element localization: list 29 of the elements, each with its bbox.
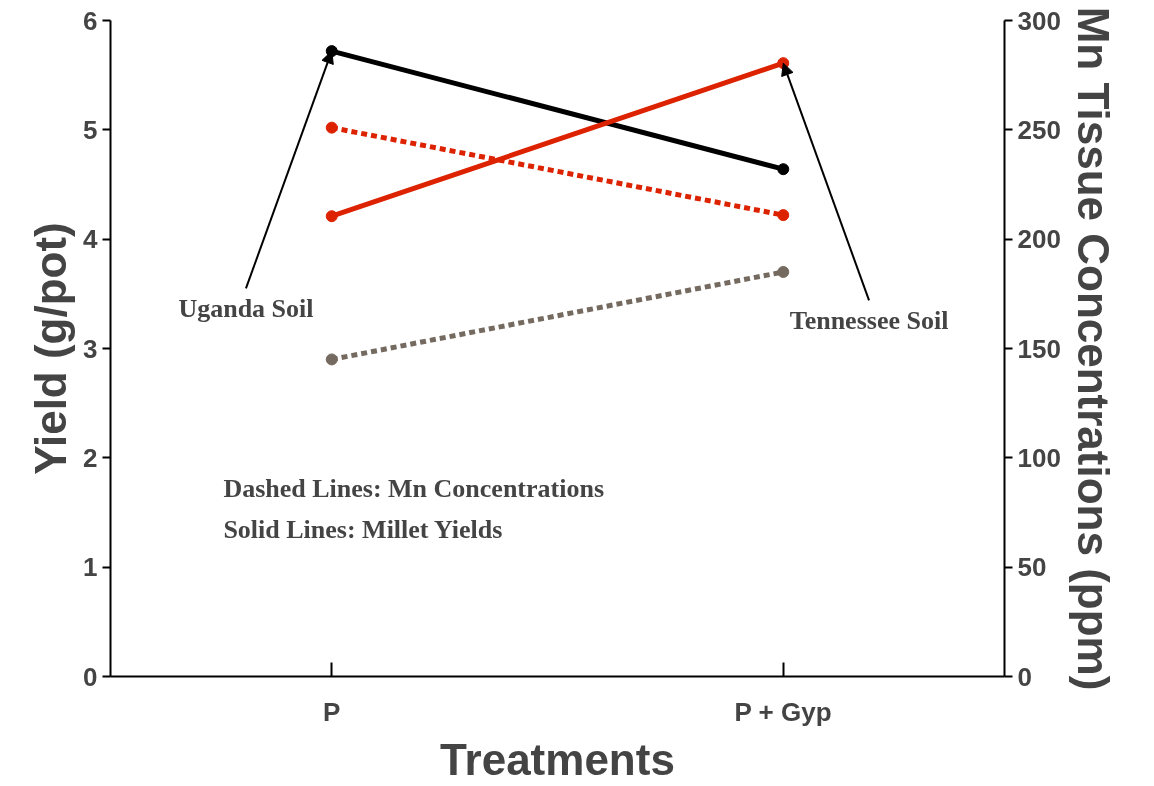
y2-tick-label: 250 — [1017, 114, 1061, 145]
y2-tick-label: 200 — [1017, 224, 1061, 255]
point — [777, 163, 790, 176]
y-tick-label: 2 — [83, 442, 98, 473]
y-tick-label: 3 — [83, 333, 98, 364]
y2-tick-label: 150 — [1017, 333, 1061, 364]
x-tick-label: P — [323, 696, 341, 727]
y2-tick-label: 300 — [1017, 5, 1061, 36]
y-tick-label: 4 — [83, 224, 99, 255]
y2-tick-label: 50 — [1017, 552, 1047, 583]
y-tick-label: 0 — [83, 661, 98, 692]
point — [325, 210, 338, 223]
y2-axis-title: Mn Tissue Concentrations (ppm) — [1068, 6, 1118, 691]
annotation: Uganda Soil — [178, 293, 314, 323]
point — [777, 265, 790, 278]
annotation: Dashed Lines: Mn Concentrations — [223, 473, 605, 503]
annotation: Solid Lines: Millet Yields — [223, 515, 503, 545]
point — [325, 353, 338, 366]
y2-tick-label: 0 — [1017, 661, 1032, 692]
y-tick-label: 5 — [83, 114, 98, 145]
annotation: Tennessee Soil — [789, 305, 949, 335]
y-tick-label: 6 — [83, 5, 98, 36]
point — [777, 209, 790, 222]
y-axis-title: Yield (g/pot) — [26, 222, 76, 475]
x-tick-label: P + Gyp — [734, 696, 832, 727]
y2-tick-label: 100 — [1017, 442, 1061, 473]
point — [325, 121, 338, 134]
x-axis-title: Treatments — [440, 734, 675, 784]
y-tick-label: 1 — [83, 552, 98, 583]
